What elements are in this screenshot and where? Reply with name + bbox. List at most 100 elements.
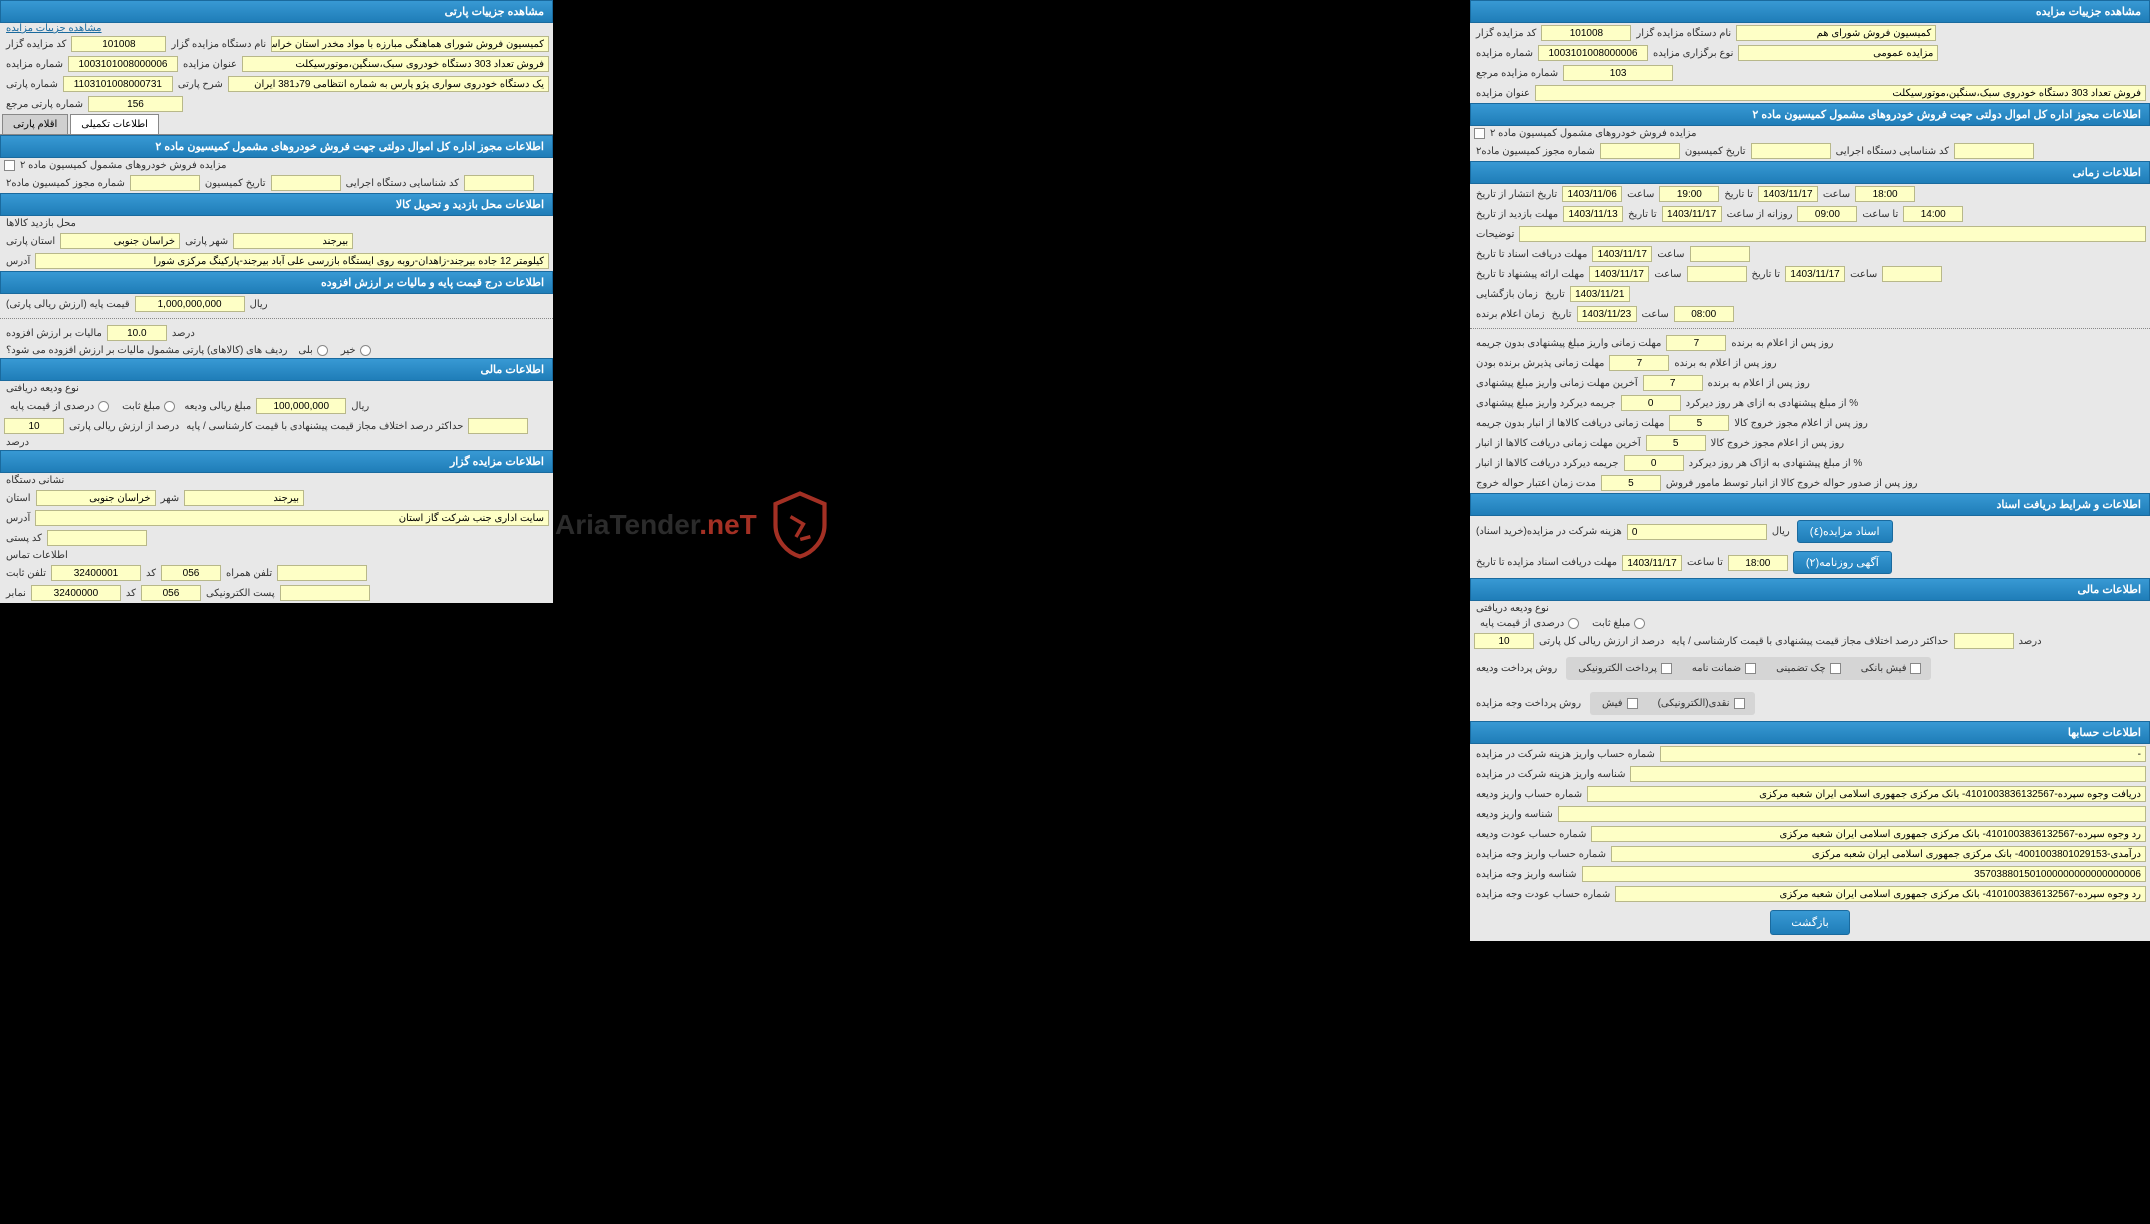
lbl-winner-time: زمان اعلام برنده (1474, 309, 1547, 320)
radio-yes[interactable]: بلی (296, 345, 327, 356)
tabs: اقلام پارتی اطلاعات تکمیلی (0, 114, 553, 135)
lbl-pub-from: تاریخ انتشار از تاریخ (1474, 189, 1559, 200)
lbl-acc7: شناسه واریز وجه مزایده (1474, 869, 1579, 880)
radio-no[interactable]: خیر (339, 345, 371, 356)
tab-extra[interactable]: اطلاعات تکمیلی (70, 114, 159, 134)
lbl-percent-of: درصد از ارزش ریالی کل پارتی (1537, 636, 1666, 647)
header-organizer: اطلاعات مزایده گزار (0, 450, 553, 473)
chk-slip[interactable] (1910, 663, 1921, 674)
btn-newspaper[interactable]: آگهی روزنامه(۲) (1793, 551, 1892, 574)
fld-email[interactable] (280, 585, 370, 601)
lbl-addr: آدرس (4, 256, 32, 267)
lbl-lot-ref: شماره پارتی مرجع (4, 99, 85, 110)
fld-max-diff[interactable] (1954, 633, 2014, 649)
lbl-code1: کد (144, 568, 158, 579)
unit-vat: درصد (170, 328, 197, 339)
tab-items[interactable]: اقلام پارتی (2, 114, 68, 134)
fld-o-city: بیرجند (184, 490, 304, 506)
unit-d2: روز پس از اعلام به برنده (1672, 358, 1778, 369)
chk-article2[interactable] (1474, 128, 1485, 139)
auction-details-panel: مشاهده جزییات مزایده کد مزایده گزار 1010… (1470, 0, 2150, 941)
fld-mobile[interactable] (277, 565, 367, 581)
lbl-ref-num: شماره مزایده مرجع (1474, 68, 1560, 79)
lbl-pct-of: درصد از ارزش ریالی پارتی (67, 421, 181, 432)
fld-daily-to: 14:00 (1903, 206, 1963, 222)
unit-d5: روز پس از اعلام مجوز خروج کالا (1732, 418, 1870, 429)
lbl-visit-loc: محل بازدید کالاها (4, 218, 78, 229)
fld-offer-hour2 (1882, 266, 1942, 282)
fld-offer-deadline: 1403/11/17 (1589, 266, 1649, 282)
lbl-offer-to: تا تاریخ (1750, 269, 1783, 280)
fld-open-date: 1403/11/21 (1570, 286, 1630, 302)
link-auction-details[interactable]: مشاهده جزییات مزایده (0, 21, 108, 36)
fld-visit-to: 1403/11/17 (1662, 206, 1722, 222)
lbl-permit-num: شماره مجوز کمیسیون ماده۲ (1474, 146, 1597, 157)
btn-docs[interactable]: اسناد مزایده(٤) (1797, 520, 1893, 543)
chk-l-article2[interactable] (4, 160, 15, 171)
fld-addr: کیلومتر 12 جاده بیرجند-زاهدان-روبه روی ا… (35, 253, 549, 269)
lbl-exec-code: کد شناسایی دستگاه اجرایی (1834, 146, 1951, 157)
lbl-open-time: زمان بازگشایی (1474, 289, 1540, 300)
lbl-l-deposit: نوع ودیعه دریافتی (4, 383, 81, 394)
fld-o-addr: سایت اداری جنب شرکت گاز استان (35, 510, 549, 526)
header-price: اطلاعات درج قیمت پایه و مالیات بر ارزش ا… (0, 271, 553, 294)
header-l-finance: اطلاعات مالی (0, 358, 553, 381)
lbl-permit-date: تاریخ کمیسیون (1683, 146, 1748, 157)
fld-doc-until: 1403/11/17 (1622, 555, 1682, 571)
lbl-visit-to: تا تاریخ (1626, 209, 1659, 220)
lbl-vat: مالیات بر ارزش افزوده (4, 328, 104, 339)
fld-exec-code[interactable] (1954, 143, 2034, 159)
lbl-contact: اطلاعات تماس (4, 550, 70, 561)
lbl-daily-from: روزانه از ساعت (1725, 209, 1795, 220)
chk-cash[interactable] (1734, 698, 1745, 709)
fld-l-code: 101008 (71, 36, 166, 52)
radio-l-percent[interactable]: درصدی از قیمت پایه (8, 401, 109, 412)
lbl-hour3: ساعت (1655, 249, 1686, 260)
lbl-hour2: ساعت (1821, 189, 1852, 200)
fld-lp2[interactable] (271, 175, 341, 191)
return-button[interactable]: بازگشت (1770, 910, 1850, 935)
unit-d8: روز پس از صدور حواله خروج کالا از انبار … (1664, 478, 1920, 489)
header-finance: اطلاعات مالی (1470, 578, 2150, 601)
fld-vat: 10.0 (107, 325, 167, 341)
watermark-text: AriaTender.neT (555, 509, 757, 541)
lbl-pub-to: تا تاریخ (1722, 189, 1755, 200)
radio-percent[interactable]: درصدی از قیمت پایه (1478, 618, 1579, 629)
lbl-desc: توضیحات (1474, 229, 1516, 240)
fld-offer-hour (1687, 266, 1747, 282)
fld-lp3[interactable] (464, 175, 534, 191)
chk-check[interactable] (1830, 663, 1841, 674)
radio-fixed[interactable]: مبلغ ثابت (1590, 618, 1645, 629)
fld-d7: 0 (1624, 455, 1684, 471)
fld-permit-num[interactable] (1600, 143, 1680, 159)
lbl-o-city: شهر (159, 493, 182, 504)
fld-permit-date[interactable] (1751, 143, 1831, 159)
fld-offer-to: 1403/11/17 (1785, 266, 1845, 282)
header-permit: اطلاعات مجوز اداره کل اموال دولتی جهت فر… (1470, 103, 2150, 126)
chk-slip2[interactable] (1627, 698, 1638, 709)
fld-title: فروش تعداد 303 دستگاه خودروی سبک،سنگین،م… (1535, 85, 2146, 101)
lbl-d2: مهلت زمانی پذیرش برنده بودن (1474, 358, 1606, 369)
fld-pct: 10 (4, 418, 64, 434)
lbl-auction-num: شماره مزایده (1474, 48, 1535, 59)
lbl-acc6: شماره حساب واریز وجه مزایده (1474, 849, 1608, 860)
lbl-acc1: شماره حساب واریز هزینه شرکت در مزایده (1474, 749, 1657, 760)
lbl-org-name: نام دستگاه مزایده گزار (1634, 28, 1733, 39)
chk-epay[interactable] (1661, 663, 1672, 674)
fld-pub-from-t: 19:00 (1659, 186, 1719, 202)
lbl-l-maxdiff: حداکثر درصد اختلاف مجاز قیمت پیشنهادی با… (184, 421, 465, 432)
fld-lp1[interactable] (130, 175, 200, 191)
fld-postal[interactable] (47, 530, 147, 546)
lbl-pay-method: روش پرداخت وجه مزایده (1474, 698, 1583, 709)
fld-l-maxdiff[interactable] (468, 418, 528, 434)
chk-guarantee[interactable] (1745, 663, 1756, 674)
radio-l-fixed[interactable]: مبلغ ثابت (120, 401, 175, 412)
lbl-d8: مدت زمان اعتبار حواله خروج (1474, 478, 1598, 489)
fld-code1: 056 (161, 565, 221, 581)
lbl-acc3: شماره حساب واریز ودیعه (1474, 789, 1584, 800)
lbl-open-date: تاریخ (1543, 289, 1567, 300)
fld-doc-deadline: 1403/11/17 (1592, 246, 1652, 262)
fld-base-price: 1,000,000,000 (135, 296, 245, 312)
fld-desc[interactable] (1519, 226, 2146, 242)
fld-d6: 5 (1646, 435, 1706, 451)
